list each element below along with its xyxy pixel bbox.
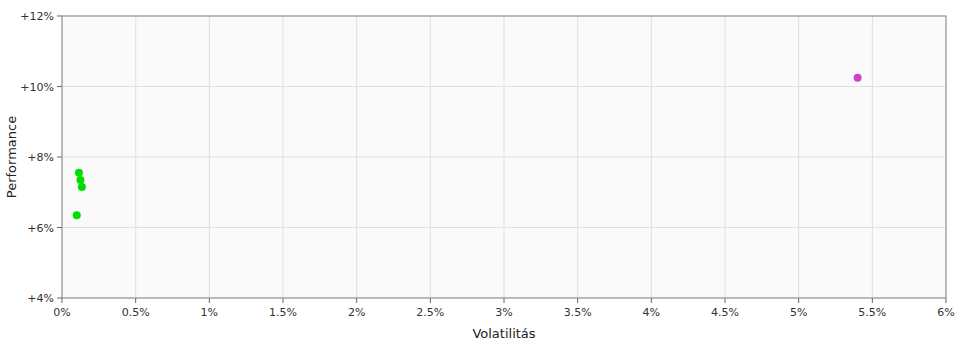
x-tick-label: 2.5% xyxy=(416,306,444,319)
plot-background xyxy=(62,16,946,298)
grid xyxy=(62,16,946,298)
scatter-point xyxy=(75,169,83,177)
scatter-point xyxy=(78,183,86,191)
chart-svg: 0% 0.5% 1% 1.5% 2% 2.5% 3% 3.5% 4% 4.5% 5% 5.5% 6% +4… xyxy=(0,0,966,350)
x-tick-label: 4% xyxy=(643,306,660,319)
x-tick xyxy=(577,298,578,303)
y-tick-label: +8% xyxy=(27,151,54,164)
x-tick xyxy=(209,298,210,303)
x-tick-label: 1% xyxy=(201,306,218,319)
x-tick xyxy=(798,298,799,303)
x-tick-label: 3.5% xyxy=(564,306,592,319)
x-tick xyxy=(872,298,873,303)
scatter-point xyxy=(73,211,81,219)
x-tick-label: 5.5% xyxy=(858,306,886,319)
x-tick xyxy=(430,298,431,303)
x-tick xyxy=(725,298,726,303)
y-tick-label: +10% xyxy=(20,81,54,94)
x-tick xyxy=(356,298,357,303)
chart-container: 0% 0.5% 1% 1.5% 2% 2.5% 3% 3.5% 4% 4.5% 5% 5.5% 6% +4… xyxy=(0,0,966,350)
plot-frame xyxy=(62,16,946,298)
x-tick-label: 3% xyxy=(495,306,512,319)
x-tick-label: 4.5% xyxy=(711,306,739,319)
x-tick xyxy=(651,298,652,303)
x-tick-label: 0.5% xyxy=(122,306,150,319)
y-tick xyxy=(57,157,62,158)
series xyxy=(854,74,862,82)
scatter-point xyxy=(854,74,862,82)
y-tick xyxy=(57,227,62,228)
y-tick-label: +12% xyxy=(20,10,54,23)
x-tick-label: 5% xyxy=(790,306,807,319)
series xyxy=(73,169,86,219)
x-axis-label: Volatilitás xyxy=(472,326,535,341)
y-tick-label: +6% xyxy=(27,222,54,235)
points xyxy=(73,74,862,219)
scatter-point xyxy=(76,176,84,184)
x-tick xyxy=(946,298,947,303)
x-tick-label: 6% xyxy=(937,306,954,319)
x-tick-label: 1.5% xyxy=(269,306,297,319)
x-tick xyxy=(62,298,63,303)
y-grid-line xyxy=(62,86,946,87)
x-tick xyxy=(135,298,136,303)
y-grid-line xyxy=(62,157,946,158)
axes: 0% 0.5% 1% 1.5% 2% 2.5% 3% 3.5% 4% 4.5% 5% 5.5% 6% +4… xyxy=(20,10,954,319)
y-tick xyxy=(57,16,62,17)
y-tick xyxy=(57,86,62,87)
y-axis-label: Performance xyxy=(4,116,19,198)
x-tick xyxy=(283,298,284,303)
x-tick-label: 2% xyxy=(348,306,365,319)
y-tick xyxy=(57,298,62,299)
y-grid-line xyxy=(62,227,946,228)
y-tick-label: +4% xyxy=(27,292,54,305)
x-tick-label: 0% xyxy=(53,306,70,319)
x-tick xyxy=(504,298,505,303)
